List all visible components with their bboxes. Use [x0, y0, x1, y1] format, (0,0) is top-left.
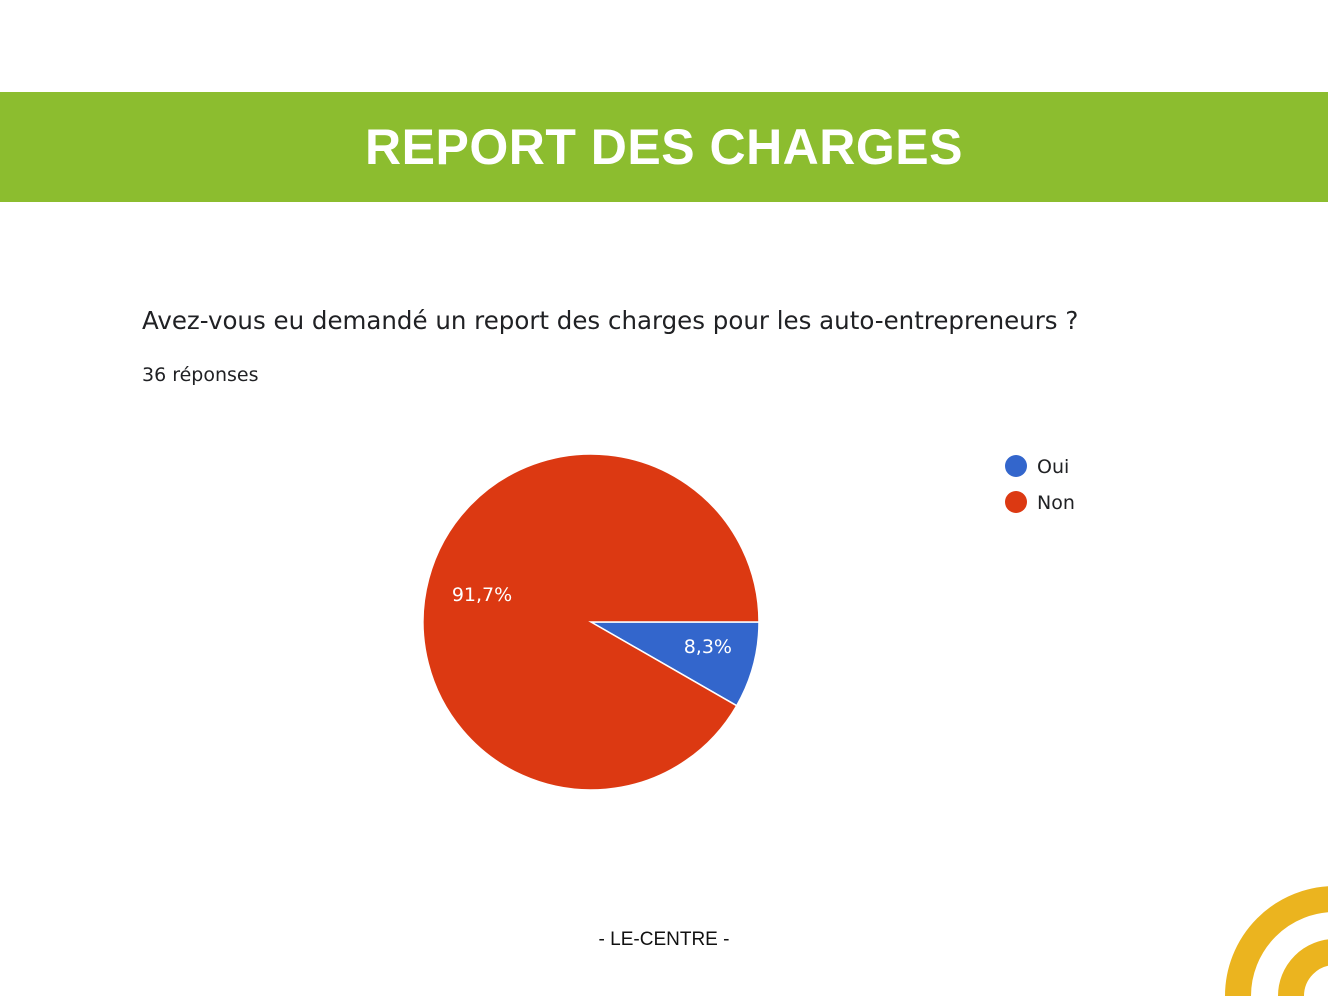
page-title: REPORT DES CHARGES: [365, 119, 963, 175]
legend-swatch-non: [1005, 491, 1027, 513]
pie-label-non: 91,7%: [452, 584, 512, 606]
title-banner: REPORT DES CHARGES: [0, 92, 1328, 202]
legend-label-non: Non: [1037, 492, 1075, 514]
pie-slices: [422, 453, 760, 791]
pie-label-oui: 8,3%: [684, 636, 732, 658]
logo-outer-arc: [1225, 886, 1328, 996]
footer-text: - LE-CENTRE -: [598, 929, 730, 950]
response-count: 36 réponses: [142, 364, 259, 386]
question-text: Avez-vous eu demandé un report des charg…: [142, 306, 1079, 335]
legend: Oui Non: [1005, 455, 1075, 514]
pie-slice-labels: 8,3% 91,7%: [452, 584, 732, 658]
pie-slice-oui: [588, 621, 760, 707]
logo-inner-arc: [1278, 939, 1328, 996]
legend-swatch-oui: [1005, 455, 1027, 477]
pie-slice-non: [422, 453, 760, 791]
legend-label-oui: Oui: [1037, 456, 1069, 478]
